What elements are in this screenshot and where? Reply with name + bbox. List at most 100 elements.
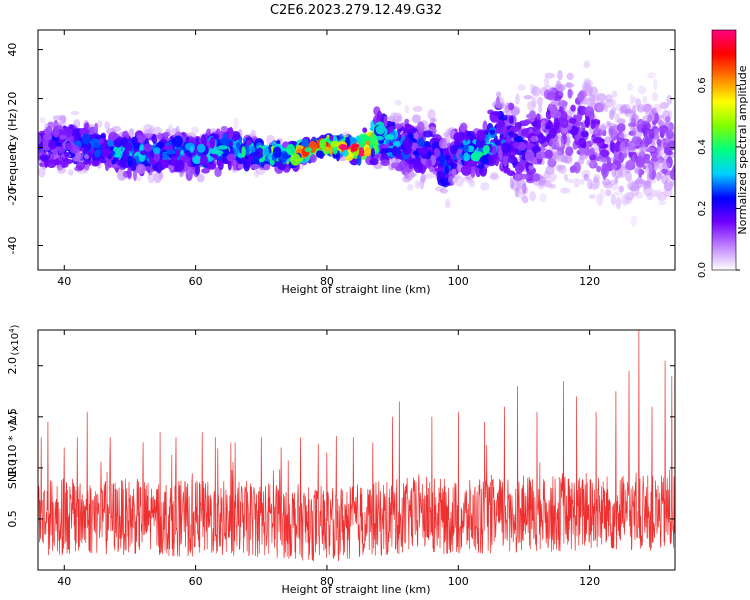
snr-panel: 40 60 80 100 120 0.5 1.0 1.5 2.0 Height of strai… (6, 324, 676, 596)
heatmap-cell (432, 117, 437, 123)
heatmap-cell (646, 173, 653, 180)
heatmap-cell (196, 143, 206, 153)
heatmap-cell (496, 118, 505, 131)
heatmap-cell (495, 128, 504, 134)
heatmap-cell (557, 100, 568, 108)
heatmap-cell (592, 136, 603, 144)
heatmap-cell (611, 90, 618, 98)
heatmap-cell (669, 180, 675, 187)
heatmap-cell (544, 72, 555, 79)
heatmap-cell (597, 125, 608, 131)
heatmap-cell (486, 155, 497, 167)
heatmap-cell (654, 112, 659, 124)
heatmap-cell (463, 152, 470, 162)
heatmap-cell (101, 158, 107, 164)
colorbar-label: Normalized spectral amplitude (736, 65, 749, 234)
heatmap-cell (376, 110, 383, 123)
heatmap-cell (651, 92, 659, 101)
heatmap-cell (509, 130, 515, 138)
heatmap-cell (423, 141, 431, 147)
heatmap-cell (632, 97, 639, 103)
heatmap-cell (208, 128, 218, 134)
heatmap-cell (588, 194, 596, 200)
heatmap-cell (186, 132, 197, 139)
heatmap-cell (518, 173, 529, 180)
heatmap-cell (440, 154, 446, 166)
heatmap-cell (383, 115, 388, 128)
heatmap-cell (166, 149, 177, 155)
heatmap-cell (647, 72, 656, 79)
heatmap-cell (149, 125, 155, 131)
heatmap-cell (644, 135, 650, 148)
heatmap-cell (529, 191, 536, 202)
heatmap-cell (515, 93, 520, 105)
heatmap-cell (616, 169, 623, 176)
heatmap-cell (579, 178, 585, 185)
heatmap-cell (566, 178, 574, 184)
heatmap-cell (406, 171, 417, 178)
heatmap-cell (192, 155, 202, 165)
heatmap-cell (380, 148, 388, 154)
heatmap-cell (528, 165, 535, 170)
heatmap-cell (426, 158, 432, 169)
heatmap-cell (606, 121, 611, 126)
heatmap-cell (521, 195, 529, 204)
heatmap-cell (643, 153, 651, 160)
heatmap-cell (201, 168, 210, 174)
heatmap-cell (39, 154, 50, 161)
heatmap-cell (196, 173, 205, 183)
heatmap-cell (661, 162, 671, 169)
heatmap-cells (38, 59, 675, 228)
heatmap-cell (61, 115, 67, 126)
heatmap-cell (635, 156, 645, 168)
spectrogram-y-tick-label: 40 (6, 43, 19, 57)
snr-x-tick-label: 120 (579, 575, 600, 588)
heatmap-cell (128, 128, 135, 139)
heatmap-cell (559, 117, 565, 126)
heatmap-cell (338, 144, 348, 150)
heatmap-cell (655, 171, 661, 182)
heatmap-cell (567, 88, 573, 99)
heatmap-cell (228, 126, 234, 139)
heatmap-cell (604, 104, 609, 113)
heatmap-cell (127, 155, 133, 165)
heatmap-cell (560, 187, 571, 194)
heatmap-cell (406, 184, 414, 191)
heatmap-cell (632, 104, 637, 116)
heatmap-cell (476, 164, 485, 169)
heatmap-cell (173, 135, 183, 148)
heatmap-cell (558, 91, 564, 96)
heatmap-cell (443, 132, 450, 137)
heatmap-cell (45, 126, 53, 135)
colorbar-tick-label: 0.6 (697, 77, 708, 93)
heatmap-cell (370, 147, 375, 158)
heatmap-cell (461, 165, 472, 175)
heatmap-cell (393, 112, 403, 124)
heatmap-cell (46, 159, 57, 169)
snr-x-tick-label: 80 (320, 575, 334, 588)
heatmap-cell (96, 120, 103, 128)
heatmap-cell (514, 187, 520, 198)
heatmap-cell (566, 72, 574, 81)
heatmap-cell (525, 161, 530, 172)
heatmap-cell (304, 147, 312, 153)
heatmap-cell (408, 163, 415, 169)
heatmap-cell (550, 105, 556, 118)
heatmap-cell (651, 156, 658, 163)
heatmap-cell (532, 173, 541, 182)
heatmap-cell (466, 161, 476, 168)
heatmap-cell (413, 160, 423, 173)
heatmap-cell (424, 172, 435, 179)
heatmap-cell (584, 117, 591, 128)
heatmap-cell (82, 133, 91, 145)
heatmap-cell (388, 126, 395, 133)
heatmap-cell (626, 83, 634, 91)
heatmap-cell (584, 60, 590, 68)
heatmap-cell (578, 148, 588, 154)
heatmap-cell (378, 144, 389, 150)
heatmap-cell (611, 106, 617, 116)
snr-y-multiplier-close: ) (10, 324, 21, 328)
heatmap-cell (189, 146, 194, 154)
heatmap-cell (577, 105, 588, 116)
heatmap-cell (491, 101, 501, 108)
